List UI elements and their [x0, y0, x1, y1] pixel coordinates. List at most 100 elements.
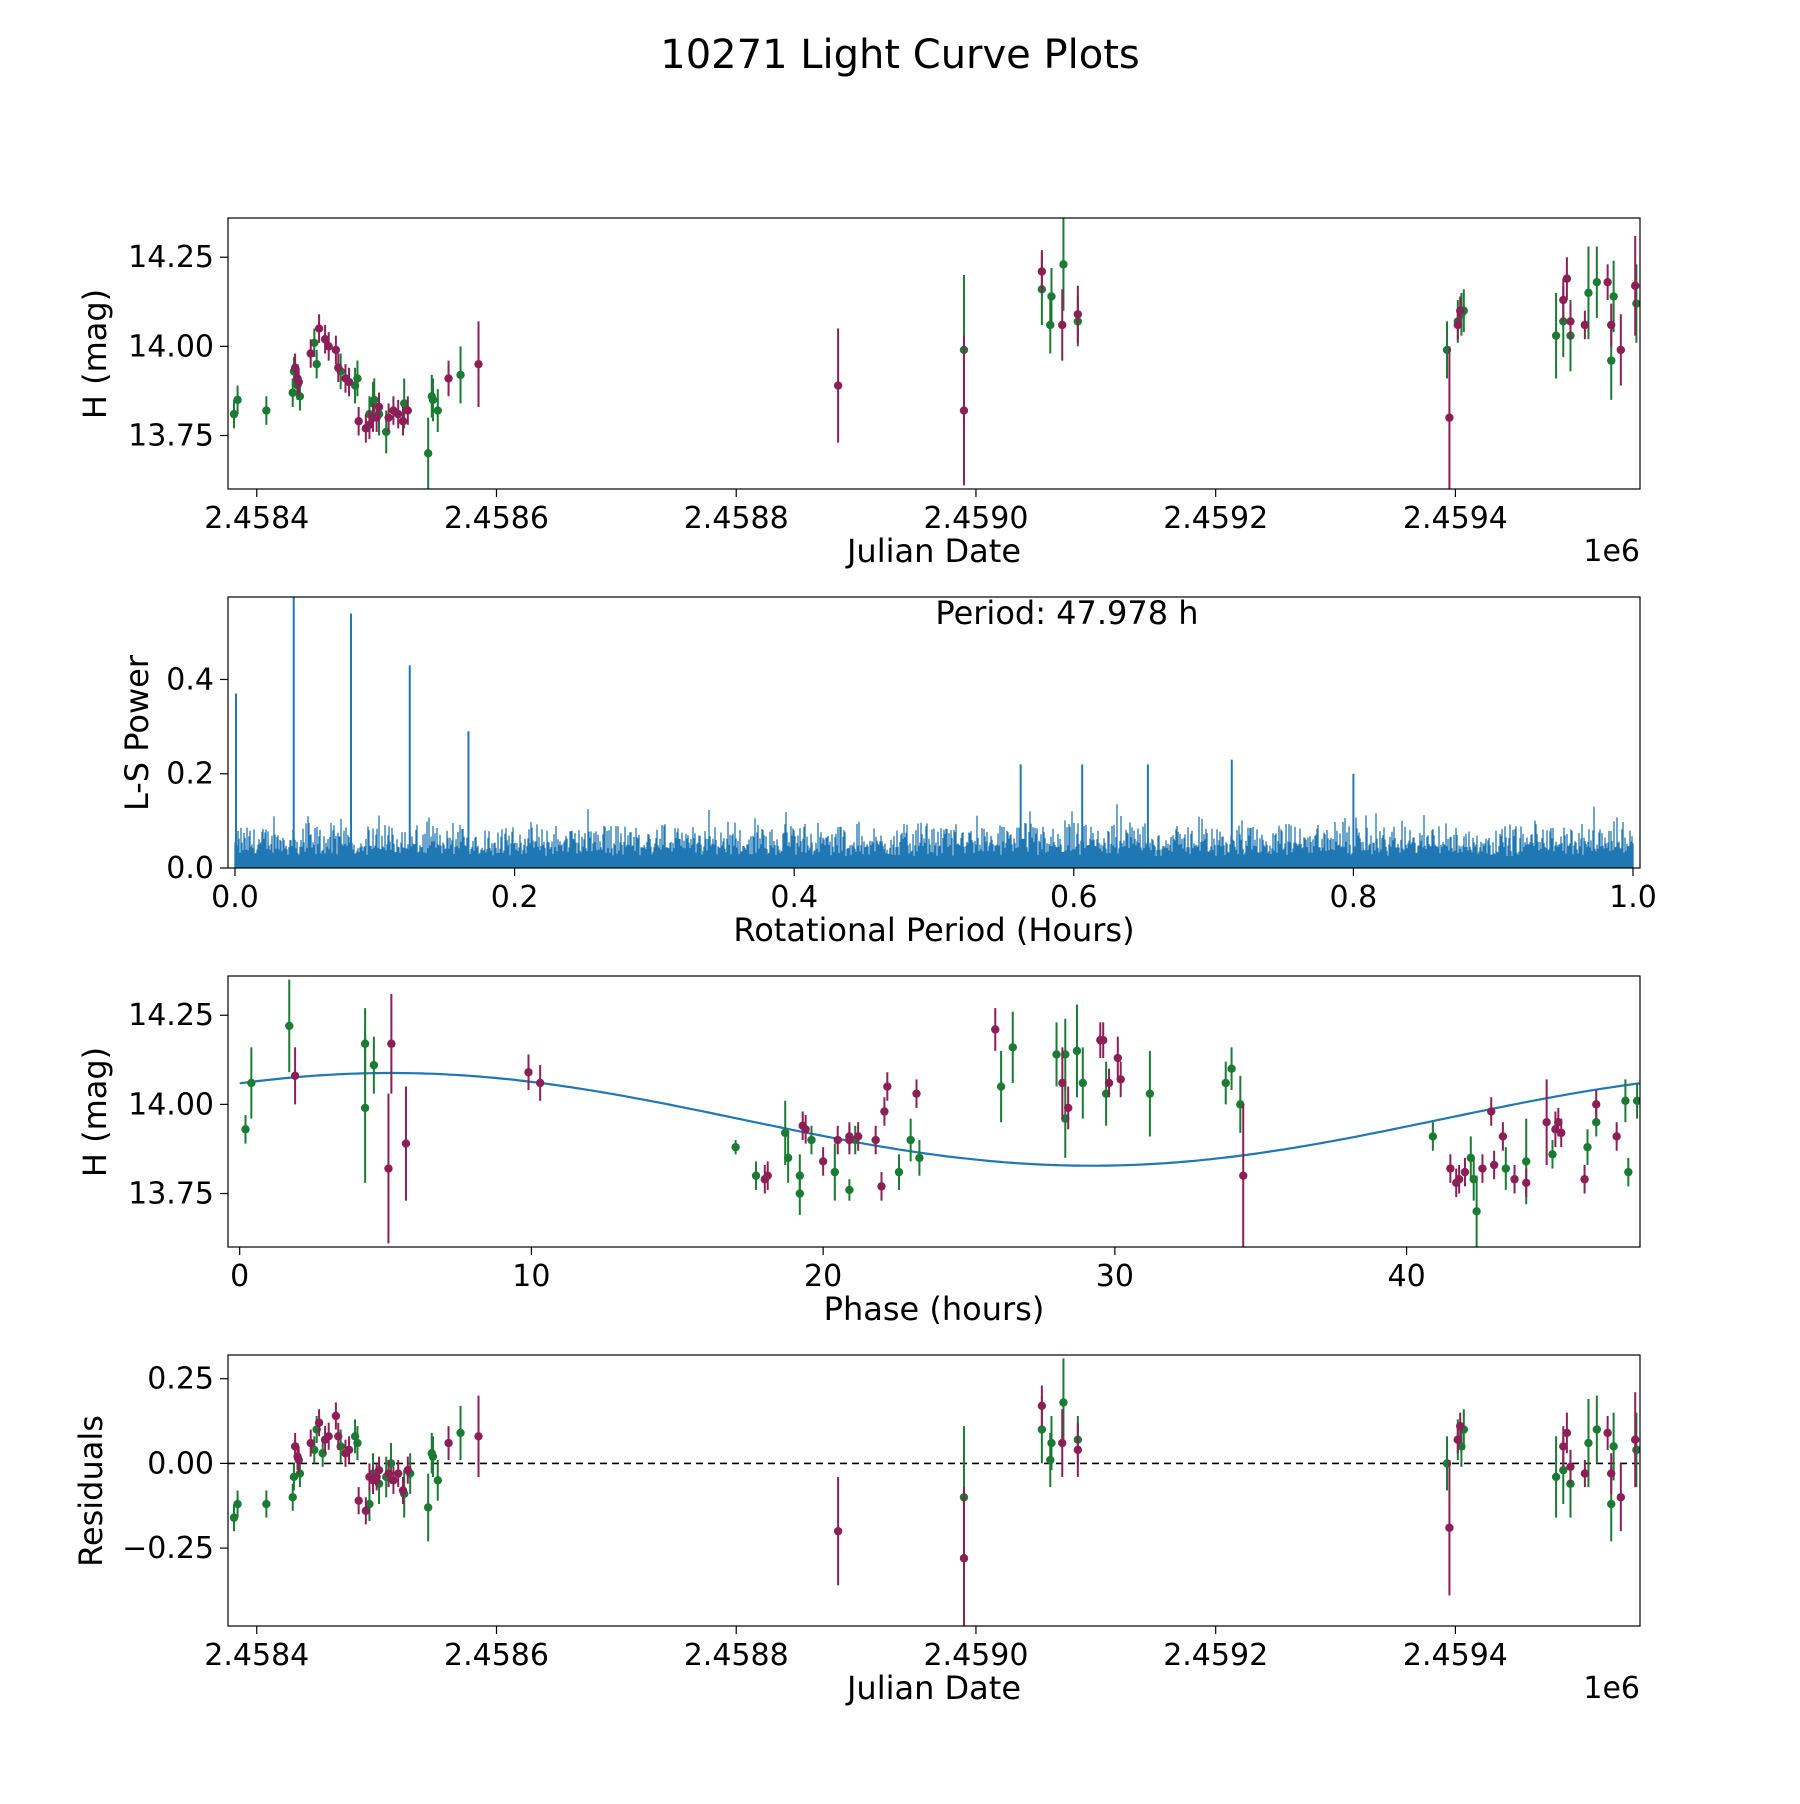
phased-maroon-point	[991, 1025, 1000, 1034]
residuals-green-point	[353, 1438, 362, 1448]
lightcurve-xtick-label: 2.4594	[1403, 501, 1508, 536]
phased-maroon-point	[845, 1132, 854, 1141]
residuals-xtick-label: 2.4590	[923, 1638, 1028, 1673]
phased-frame	[227, 975, 1641, 1248]
residuals-green-point	[428, 1452, 438, 1461]
residuals-green-point	[423, 1503, 433, 1512]
phased-green-point	[1472, 1207, 1481, 1216]
lightcurve-xtick-label: 2.4592	[1163, 501, 1268, 536]
residuals-frame	[227, 1354, 1641, 1627]
lightcurve-green-point	[370, 395, 379, 405]
residuals-ytick-label: 0.00	[147, 1446, 214, 1481]
lightcurve-green-point	[312, 359, 321, 369]
phased-maroon-point	[833, 1135, 842, 1145]
phased-maroon-point	[387, 1039, 396, 1048]
lightcurve-ylabel: H (mag)	[76, 289, 114, 419]
residuals-maroon-point	[1073, 1445, 1083, 1455]
lightcurve-green-point	[1592, 277, 1602, 287]
phased-maroon-point	[1510, 1175, 1519, 1184]
phased-maroon-point	[1116, 1075, 1125, 1084]
residuals-maroon-point	[474, 1432, 483, 1441]
phased-maroon-point	[401, 1139, 411, 1148]
residuals-plot-area	[228, 1358, 1640, 1626]
phased-maroon-point	[880, 1107, 889, 1116]
phased-maroon-point	[524, 1068, 533, 1077]
lightcurve-green-point	[1609, 292, 1618, 301]
periodogram-ytick-label: 0.4	[166, 662, 214, 697]
period-annotation: Period: 47.978 h	[935, 594, 1198, 632]
residuals-maroon-point	[1456, 1421, 1465, 1431]
residuals-ytick-label: 0.25	[147, 1362, 214, 1397]
phased-green-point	[996, 1082, 1006, 1091]
residuals-green-point	[1559, 1465, 1568, 1475]
lightcurve-green-point	[1551, 331, 1561, 340]
phased-maroon-point	[1460, 1167, 1470, 1177]
periodogram-marks	[234, 597, 1634, 868]
periodogram-xtick-label: 0.4	[770, 880, 818, 915]
lightcurve-ticks: 2.4584 2.4586 2.4588 2.4590 2.4592 2.4594 13.7…	[128, 240, 1508, 536]
residuals-green-point	[456, 1428, 465, 1438]
phased-ticks: 0 10 20 30 40 13.75 14.00 14.25	[128, 998, 1426, 1294]
lightcurve-xtick-label: 2.4590	[923, 501, 1028, 536]
residuals-maroon-point	[344, 1445, 354, 1455]
residuals-maroon-point	[324, 1432, 333, 1441]
lightcurve-green-point	[310, 338, 319, 348]
phased-plot-area	[239, 979, 1640, 1247]
residuals-maroon-point	[1058, 1438, 1067, 1448]
phased-ytick-label: 14.00	[128, 1087, 214, 1122]
phased-green-point	[1227, 1064, 1236, 1073]
lightcurve-plot-area	[229, 218, 1640, 489]
phased-maroon-point	[384, 1164, 393, 1173]
phased-maroon-point	[1557, 1128, 1566, 1138]
phased-green-point	[915, 1153, 924, 1163]
periodogram-frame	[227, 596, 1641, 869]
residuals-green-point	[365, 1499, 374, 1509]
lightcurve-maroon-point	[334, 363, 343, 372]
phased-green-point	[1621, 1096, 1630, 1106]
residuals-maroon-point	[398, 1486, 408, 1495]
phased-green-point	[1072, 1046, 1082, 1056]
residuals-green-point	[288, 1493, 297, 1502]
lightcurve-green-point	[1059, 260, 1068, 269]
lightcurve-green-point	[423, 449, 433, 458]
residuals-green-point	[262, 1499, 271, 1509]
phased-green-point	[1052, 1050, 1061, 1059]
residuals-maroon-point	[444, 1438, 453, 1448]
phased-maroon-point	[1487, 1107, 1496, 1116]
phased-maroon-point	[1489, 1160, 1499, 1170]
lightcurve-maroon-point	[354, 417, 363, 426]
phased-maroon-point	[290, 1071, 300, 1081]
phased-green-point	[369, 1060, 379, 1070]
lightcurve-ytick-label: 14.00	[128, 329, 214, 364]
phased-maroon-point	[763, 1171, 772, 1180]
phased-green-point	[906, 1135, 915, 1145]
phased-maroon-point	[1498, 1132, 1508, 1141]
lightcurve-green-point	[295, 392, 305, 401]
phased-green-point	[1078, 1078, 1087, 1088]
lightcurve-maroon-point	[403, 406, 412, 415]
phased-maroon-point	[871, 1135, 880, 1145]
residuals-green-point	[1607, 1499, 1616, 1509]
lightcurve-maroon-point	[294, 377, 303, 387]
lightcurve-maroon-point	[1607, 320, 1616, 330]
phased-green-point	[285, 1021, 294, 1031]
residuals-xtick-label: 2.4592	[1163, 1638, 1268, 1673]
lightcurve-green-point	[229, 409, 239, 419]
lightcurve-green-point	[1632, 299, 1640, 308]
phased-green-point	[1501, 1164, 1511, 1173]
residuals-green-point	[1046, 1455, 1055, 1465]
residuals-maroon-point	[354, 1496, 363, 1505]
lightcurve-green-point	[1047, 292, 1056, 301]
residuals-green-point	[295, 1469, 305, 1478]
periodogram-ytick-label: 0.0	[166, 851, 214, 886]
phased-xtick-label: 20	[804, 1259, 842, 1294]
residuals-maroon-point	[1037, 1401, 1047, 1411]
phased-xtick-label: 10	[512, 1259, 550, 1294]
residuals-green-point	[433, 1476, 442, 1485]
residuals-xtick-label: 2.4588	[684, 1638, 789, 1673]
residuals-maroon-point	[306, 1438, 315, 1448]
lightcurve-maroon-point	[1562, 274, 1572, 283]
periodogram-xtick-label: 1.0	[1609, 880, 1657, 915]
phased-green-point	[795, 1189, 805, 1198]
